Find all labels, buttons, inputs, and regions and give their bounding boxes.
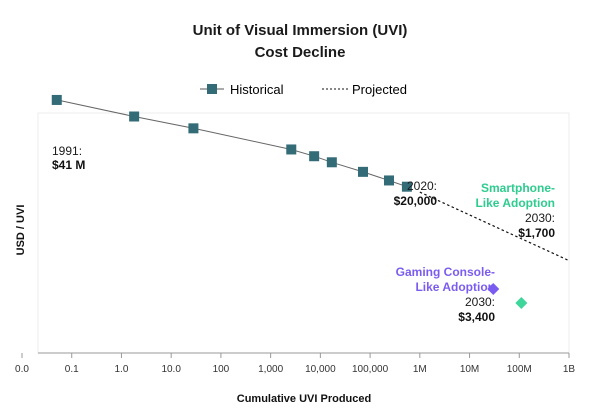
historical-point-marker: [357, 166, 368, 177]
annotation-console-line-2: Like Adoption: [415, 280, 495, 294]
annotation-console-line-1: Gaming Console-: [396, 265, 495, 279]
projected-series-line: [419, 191, 570, 262]
legend: Historical Projected: [200, 82, 407, 97]
x-tick-label: 1M: [413, 364, 427, 375]
historical-point-marker: [383, 175, 394, 186]
x-tick-label: 10M: [460, 364, 479, 375]
annotation-smartphone-year: 2030:: [525, 211, 555, 225]
x-tick-label: 1.0: [115, 364, 129, 375]
x-tick-label: 1B: [563, 364, 576, 375]
historical-point-marker: [286, 144, 297, 155]
console-projection-marker: [487, 283, 500, 296]
x-tick-label: 100M: [507, 364, 532, 375]
x-axis-ticks: 0.0 0.1 1.0 10.0 100 1,000 10,000 100,000 1M 10M 1…: [15, 353, 575, 375]
x-tick-label: 0.0: [15, 364, 29, 375]
annotation-smartphone-line-2: Like Adoption: [475, 196, 555, 210]
annotation-smartphone-line-1: Smartphone-: [481, 181, 555, 195]
x-tick-label: 100: [213, 364, 230, 375]
chart-title-line-2: Cost Decline: [254, 44, 346, 61]
x-tick-label: 1,000: [258, 364, 283, 375]
historical-point-marker: [326, 157, 337, 168]
data-markers: [51, 94, 528, 309]
annotation-console-value: $3,400: [458, 310, 495, 324]
x-tick-label: 100,000: [352, 364, 389, 375]
annotation-mid-value: $20,000: [394, 194, 438, 208]
legend-historical-label: Historical: [230, 82, 284, 97]
historical-point-marker: [51, 94, 62, 105]
y-axis-title: USD / UVI: [15, 205, 27, 256]
x-tick-label: 10,000: [305, 364, 336, 375]
historical-point-marker: [309, 151, 320, 162]
historical-point-marker: [401, 181, 412, 192]
x-tick-label: 0.1: [65, 364, 79, 375]
annotation-smartphone-value: $1,700: [518, 226, 555, 240]
annotation-start-value: $41 M: [52, 158, 85, 172]
x-axis-title: Cumulative UVI Produced: [237, 393, 371, 405]
x-tick-label: 10.0: [161, 364, 181, 375]
chart-title-line-1: Unit of Visual Immersion (UVI): [192, 22, 408, 39]
legend-projected-label: Projected: [352, 82, 407, 97]
annotation-console-year: 2030:: [465, 295, 495, 309]
legend-historical-marker: [207, 84, 217, 94]
annotation-mid-year: 2020:: [407, 179, 437, 193]
historical-point-marker: [188, 123, 199, 134]
annotation-start-year: 1991:: [52, 144, 82, 158]
smartphone-projection-marker: [515, 296, 528, 309]
historical-point-marker: [129, 111, 140, 122]
